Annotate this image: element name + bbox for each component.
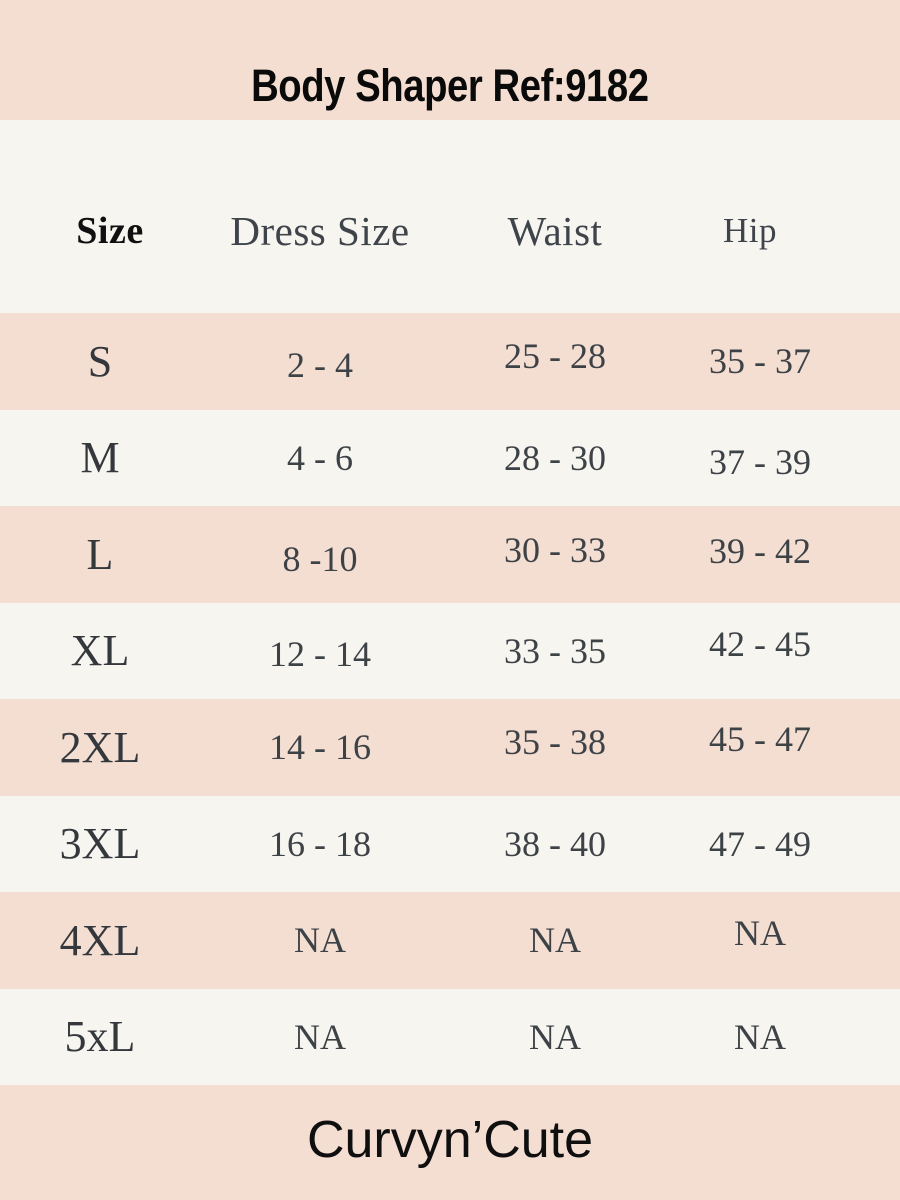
title-band: Body Shaper Ref:9182	[0, 0, 900, 120]
dress-size-cell: 14 - 16	[269, 727, 371, 768]
hip-cell: 45 - 47	[709, 719, 811, 760]
table-row: XL 12 - 14 33 - 35 42 - 45	[0, 603, 900, 700]
hip-cell: NA	[734, 913, 786, 954]
dress-size-cell: 2 - 4	[287, 345, 353, 386]
size-cell: XL	[70, 626, 130, 676]
hip-cell: 37 - 39	[709, 441, 811, 482]
hip-cell: 47 - 49	[709, 823, 811, 864]
column-header-waist: Waist	[507, 207, 603, 254]
table-row: 4XL NA NA NA	[0, 892, 900, 989]
table-row: L 8 -10 30 - 33 39 - 42	[0, 506, 900, 603]
dress-size-cell: NA	[294, 1016, 346, 1057]
waist-cell: 33 - 35	[504, 630, 606, 671]
hip-cell: 42 - 45	[709, 623, 811, 664]
table-row: S 2 - 4 25 - 28 35 - 37	[0, 313, 900, 410]
size-cell: 5xL	[64, 1012, 136, 1062]
table-header-row: Size Dress Size Waist Hip	[0, 120, 900, 313]
brand-name: Curvyn’Cute	[306, 1110, 594, 1169]
waist-cell: 35 - 38	[504, 722, 606, 763]
dress-size-cell: 4 - 6	[287, 437, 353, 478]
hip-cell: 39 - 42	[709, 531, 811, 572]
size-cell: M	[80, 433, 120, 483]
table-row: 3XL 16 - 18 38 - 40 47 - 49	[0, 796, 900, 893]
size-cell: 3XL	[59, 819, 141, 869]
table-row: 5xL NA NA NA	[0, 989, 900, 1086]
brand-band: Curvyn’Cute	[0, 1085, 900, 1200]
waist-cell: 30 - 33	[504, 530, 606, 571]
dress-size-cell: NA	[294, 920, 346, 961]
hip-cell: 35 - 37	[709, 341, 811, 382]
dress-size-cell: 16 - 18	[269, 823, 371, 864]
dress-size-cell: 8 -10	[282, 539, 358, 580]
size-cell: S	[87, 336, 113, 386]
column-header-size: Size	[76, 209, 144, 252]
waist-cell: 38 - 40	[504, 823, 606, 864]
table-row: 2XL 14 - 16 35 - 38 45 - 47	[0, 699, 900, 796]
size-cell: 4XL	[59, 915, 141, 965]
waist-cell: NA	[529, 920, 581, 961]
size-cell: L	[86, 529, 114, 579]
column-header-hip: Hip	[723, 210, 777, 250]
size-cell: 2XL	[59, 722, 141, 772]
table-row: M 4 - 6 28 - 30 37 - 39	[0, 410, 900, 507]
hip-cell: NA	[734, 1016, 786, 1057]
column-header-dress-size: Dress Size	[230, 207, 410, 254]
page-title: Body Shaper Ref:9182	[251, 60, 649, 111]
waist-cell: 25 - 28	[504, 336, 606, 377]
waist-cell: NA	[529, 1016, 581, 1057]
table-body: S 2 - 4 25 - 28 35 - 37 M 4 - 6 28 - 30 37 - 39…	[0, 313, 900, 1085]
dress-size-cell: 12 - 14	[269, 633, 371, 674]
waist-cell: 28 - 30	[504, 437, 606, 478]
